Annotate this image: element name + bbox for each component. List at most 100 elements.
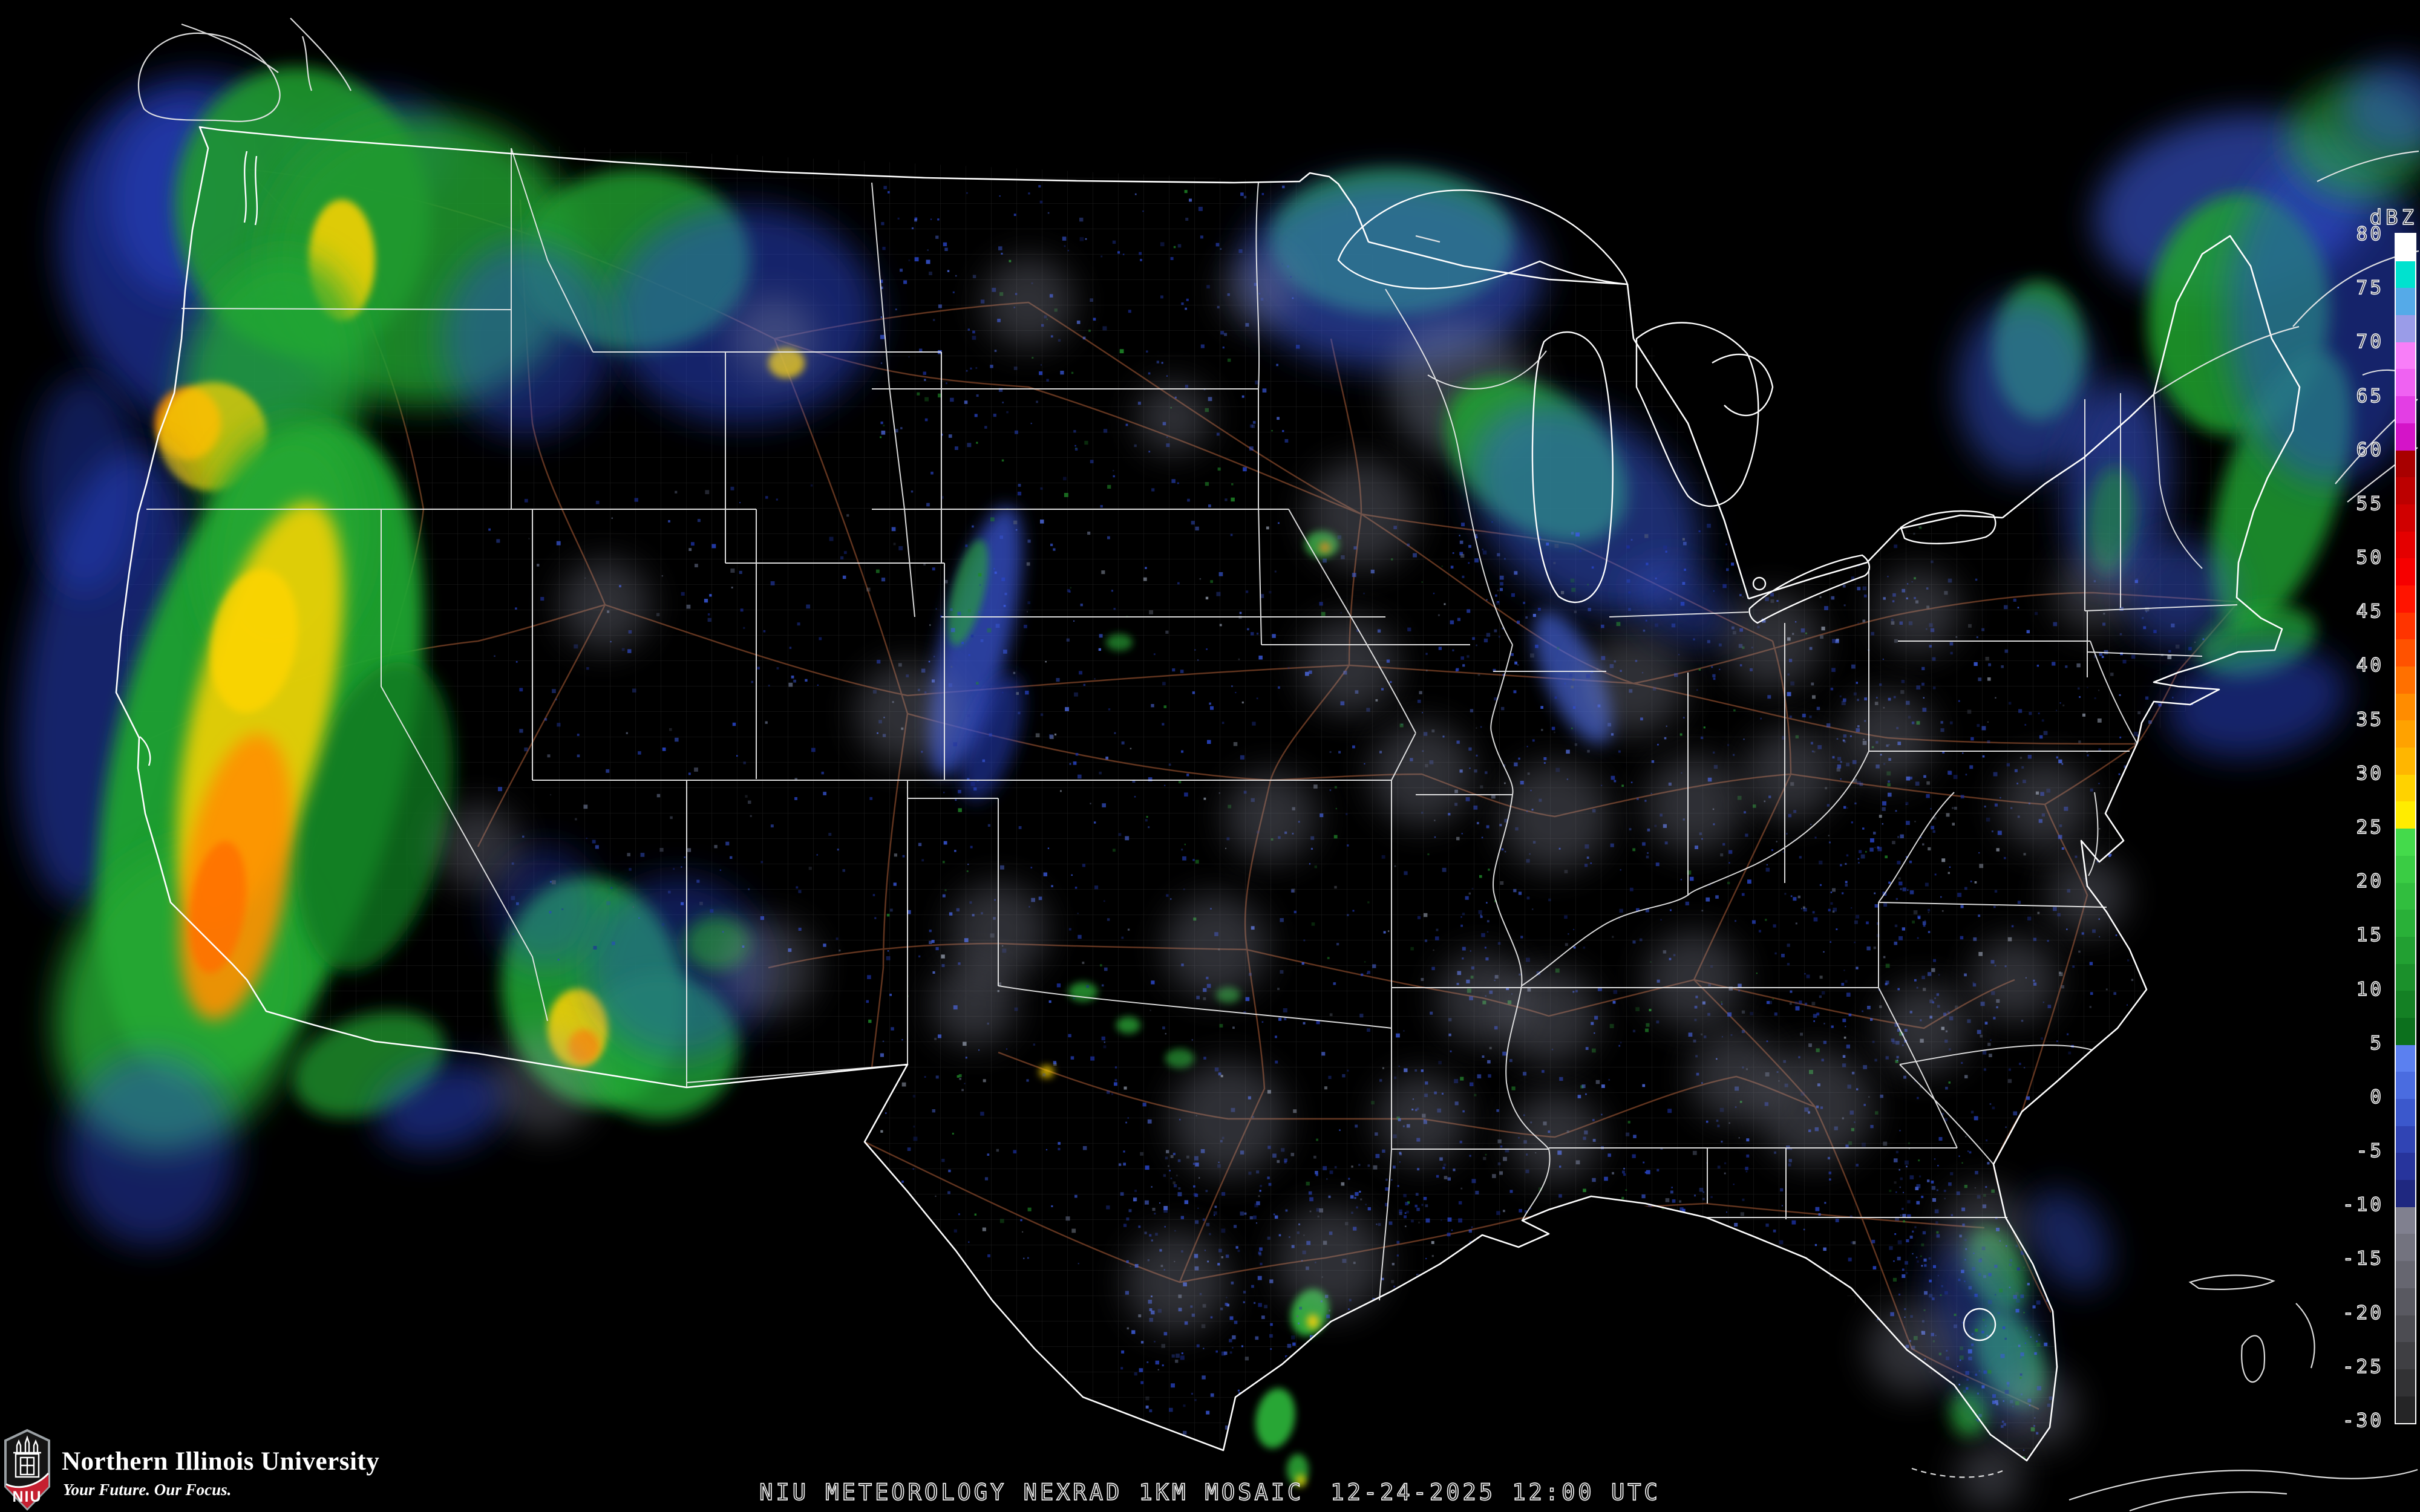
clear-air-speckle <box>2139 741 2142 745</box>
clear-air-speckle <box>1540 706 1543 709</box>
clear-air-speckle <box>1399 1401 1402 1403</box>
clear-air-speckle <box>1645 1028 1649 1032</box>
clear-air-speckle <box>1177 1159 1181 1162</box>
clear-air-speckle <box>1751 920 1756 924</box>
grand-bahama <box>2188 1274 2275 1290</box>
clear-air-speckle <box>1739 594 1742 596</box>
clear-air-speckle <box>1539 536 1541 539</box>
clear-air-speckle <box>929 272 932 275</box>
clear-air-speckle <box>1785 833 1788 835</box>
clear-air-speckle <box>1018 826 1022 829</box>
clear-air-speckle <box>1275 1060 1278 1064</box>
clear-air-speckle <box>1666 725 1667 727</box>
clear-air-speckle <box>1992 1106 1995 1110</box>
clear-air-speckle <box>697 519 701 523</box>
clear-air-speckle <box>1856 682 1858 684</box>
clear-air-speckle <box>1977 1392 1979 1395</box>
clear-air-speckle <box>879 279 883 283</box>
clear-air-speckle <box>1134 1372 1137 1376</box>
clear-air-speckle <box>2007 1175 2010 1178</box>
clear-air-speckle <box>1974 1294 1978 1297</box>
clear-air-speckle <box>1269 1334 1273 1338</box>
clear-air-speckle <box>2090 788 2093 792</box>
clear-air-speckle <box>1957 1366 1959 1367</box>
clear-air-speckle <box>1062 236 1067 241</box>
clear-air-speckle <box>1544 1382 1546 1384</box>
clear-air-speckle <box>1214 1205 1217 1208</box>
clear-air-speckle <box>2034 1352 2037 1355</box>
radar-site-clutter <box>1165 895 1267 998</box>
clear-air-speckle <box>2078 740 2081 743</box>
clear-air-speckle <box>1949 866 1951 868</box>
clear-air-speckle <box>659 848 664 852</box>
clear-air-speckle <box>1074 445 1076 447</box>
clear-air-speckle <box>1839 695 1842 697</box>
clear-air-speckle <box>1683 1385 1686 1389</box>
clear-air-speckle <box>958 1213 960 1216</box>
clear-air-speckle <box>1247 628 1249 631</box>
clear-air-speckle <box>1997 1312 2000 1315</box>
clear-air-speckle <box>1846 763 1849 767</box>
clear-air-speckle <box>1831 1326 1835 1330</box>
clear-air-speckle <box>1863 1065 1867 1069</box>
clear-air-speckle <box>1256 1201 1260 1205</box>
clear-air-speckle <box>1707 524 1711 528</box>
clear-air-speckle <box>1100 505 1103 508</box>
clear-air-speckle <box>2119 633 2122 636</box>
clear-air-speckle <box>1849 1215 1853 1218</box>
clear-air-speckle <box>1914 1226 1917 1228</box>
clear-air-speckle <box>1909 1236 1913 1239</box>
clear-air-speckle <box>1284 439 1289 443</box>
clear-air-speckle <box>1851 664 1856 669</box>
clear-air-speckle <box>980 1112 984 1116</box>
clear-air-speckle <box>1981 726 1986 731</box>
clear-air-speckle <box>1859 1390 1862 1394</box>
clear-air-speckle <box>1905 1160 1909 1165</box>
clear-air-speckle <box>967 609 971 613</box>
clear-air-speckle <box>1180 1355 1185 1360</box>
clear-air-speckle <box>1680 602 1685 606</box>
clear-air-speckle <box>1391 558 1393 561</box>
clear-air-speckle <box>1320 813 1324 818</box>
clear-air-speckle <box>2175 829 2177 832</box>
clear-air-speckle <box>2128 1049 2131 1051</box>
clear-air-speckle <box>946 382 947 385</box>
clear-air-speckle <box>1502 627 1503 630</box>
clear-air-speckle <box>1795 1006 1800 1011</box>
clear-air-speckle <box>1160 242 1165 247</box>
clear-air-speckle <box>1484 947 1486 949</box>
clear-air-speckle <box>2100 1475 2102 1477</box>
clear-air-speckle <box>1438 647 1442 650</box>
clear-air-speckle <box>1157 1369 1159 1370</box>
clear-air-speckle <box>1646 1339 1650 1343</box>
clear-air-speckle <box>1895 1216 1899 1221</box>
clear-air-speckle <box>1909 777 1912 780</box>
clear-air-speckle <box>736 755 738 757</box>
clear-air-speckle <box>1764 1348 1767 1352</box>
clear-air-speckle <box>1004 593 1007 596</box>
clear-air-speckle <box>1153 653 1156 656</box>
clear-air-speckle <box>1572 706 1576 709</box>
clear-air-speckle <box>2059 971 2061 974</box>
clear-air-speckle <box>1765 919 1767 921</box>
clear-air-speckle <box>1862 586 1866 590</box>
clear-air-speckle <box>1913 910 1918 914</box>
clear-air-speckle <box>2016 1144 2019 1147</box>
clear-air-speckle <box>555 699 557 700</box>
clear-air-speckle <box>1851 821 1853 824</box>
dbz-tick-label: 15 <box>2356 924 2384 947</box>
clear-air-speckle <box>2044 1490 2047 1493</box>
clear-air-speckle <box>1499 824 1502 827</box>
clear-air-speckle <box>1075 448 1077 449</box>
clear-air-speckle <box>1415 1193 1419 1196</box>
clear-air-speckle <box>1369 1423 1373 1428</box>
clear-air-speckle <box>1656 1168 1660 1171</box>
clear-air-speckle <box>1621 1314 1626 1318</box>
clear-air-speckle <box>1202 1218 1206 1221</box>
clear-air-speckle <box>1921 1265 1923 1267</box>
clear-air-speckle <box>1574 610 1577 613</box>
clear-air-speckle <box>610 887 613 889</box>
radar-site-clutter <box>1376 1074 1467 1164</box>
clear-air-speckle <box>1833 907 1837 912</box>
clear-air-speckle <box>980 299 985 304</box>
